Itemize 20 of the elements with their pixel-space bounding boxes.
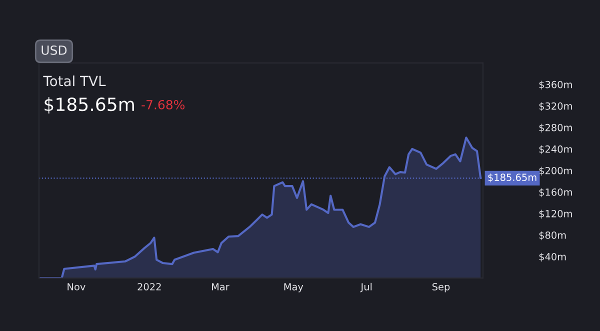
x-tick-label: Sep [432,283,450,292]
text: USD [42,45,67,55]
y-tick-label: $240m [539,145,572,154]
y-tick-label: $320m [539,102,572,112]
text: $185.65m [44,97,134,114]
x-tick-label: Jul [360,282,372,292]
x-tick-label: May [284,283,304,292]
y-tick-label: $80m [539,231,566,240]
y-tick-label: $40m [539,252,566,262]
y-tick-label: $160m [539,188,572,198]
annotation: -7.68% [142,100,185,110]
x-tick-label: Nov [68,283,86,290]
x-tick-label: 2022 [138,283,161,290]
y-tick-label: $360m [539,80,572,90]
ref-line-label: $185.65m [488,173,536,182]
x-tick-label: Mar [212,283,230,290]
y-tick-label: $280m [539,124,572,133]
y-tick-label: $200m [539,166,572,176]
text: Total TVL [43,76,106,86]
y-tick-label: $120m [539,210,572,219]
